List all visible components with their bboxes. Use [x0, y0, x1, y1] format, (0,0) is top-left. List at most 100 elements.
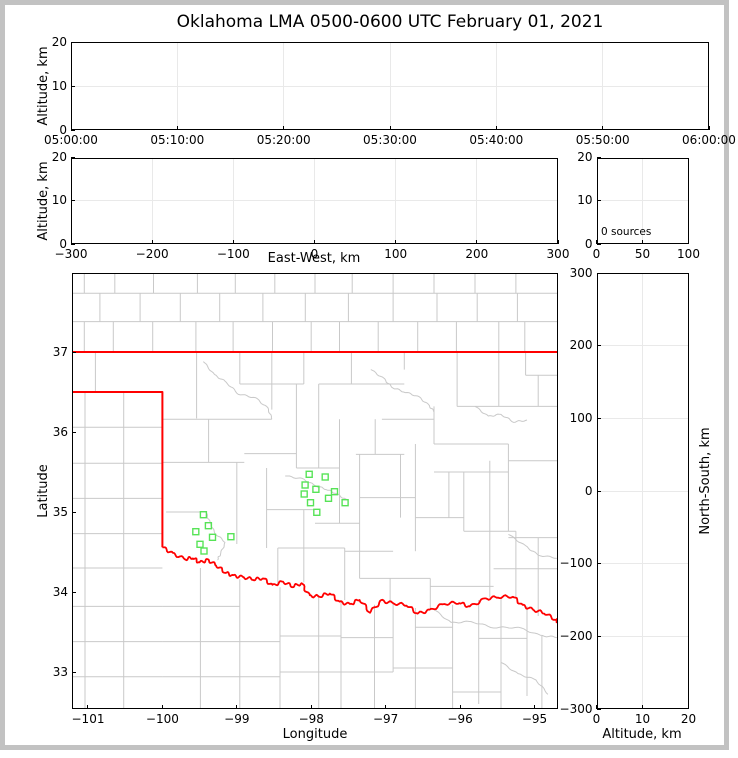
y-tick-label: 34 — [52, 584, 68, 599]
x-tick-label: 300 — [546, 247, 570, 261]
x-tick — [476, 240, 478, 244]
lma-source-marker — [324, 494, 333, 503]
x-tick — [602, 126, 604, 130]
y-tick — [72, 671, 76, 673]
lma-source-marker — [306, 498, 315, 507]
x-tick-label: 05:20:00 — [256, 133, 311, 147]
panel-plan-view — [72, 273, 558, 709]
x-tick — [596, 240, 597, 244]
x-tick-label: −101 — [71, 712, 105, 726]
y-tick — [596, 563, 601, 565]
x-tick — [283, 126, 285, 130]
red-river-state-border — [162, 546, 558, 624]
y-gridline — [71, 200, 558, 202]
northsouth-panel-xlabel: Altitude, km — [602, 727, 682, 742]
y-tick — [596, 490, 601, 492]
x-tick — [176, 126, 178, 130]
y-tick — [596, 708, 601, 710]
x-tick — [151, 240, 153, 244]
x-tick — [557, 240, 559, 244]
lma-source-marker — [196, 540, 204, 548]
y-gridline — [596, 417, 689, 419]
x-tick — [533, 705, 535, 709]
x-tick-label: 05:40:00 — [469, 133, 524, 147]
y-tick-label: 20 — [577, 150, 593, 164]
county-river-border — [205, 511, 226, 561]
lma-source-marker — [204, 521, 213, 530]
x-tick — [688, 240, 689, 244]
panel-alt-vs-time — [71, 42, 709, 130]
x-tick-label: 100 — [677, 247, 700, 261]
y-tick — [596, 635, 601, 637]
x-tick — [708, 126, 710, 130]
y-gridline — [596, 563, 689, 565]
oklahoma-state-border — [72, 391, 164, 548]
lma-source-marker — [200, 547, 208, 555]
x-tick-label: −95 — [521, 712, 548, 726]
y-tick — [596, 243, 601, 245]
y-tick — [71, 41, 75, 43]
lma-source-marker — [341, 498, 349, 507]
y-tick — [71, 157, 75, 158]
lma-source-marker — [227, 533, 235, 541]
y-tick-label: 0 — [584, 483, 593, 498]
plot-title: Oklahoma LMA 0500-0600 UTC February 01, … — [176, 12, 604, 32]
x-tick-label: −98 — [298, 712, 324, 726]
y-tick — [71, 243, 75, 245]
lma-source-marker — [208, 533, 217, 541]
x-tick-label: 50 — [634, 247, 651, 261]
y-tick — [71, 85, 75, 87]
y-tick-label: 36 — [52, 424, 68, 439]
y-tick-label: −100 — [559, 556, 593, 571]
x-tick-label: 05:30:00 — [363, 133, 417, 147]
x-tick-label: −300 — [54, 247, 88, 261]
eastwest-panel-xlabel: East-West, km — [267, 251, 361, 266]
x-tick — [389, 126, 391, 130]
x-tick — [314, 240, 315, 244]
lma-source-marker — [330, 487, 339, 496]
x-tick-label: 05:00:00 — [44, 133, 98, 147]
panel-alt-vs-northsouth — [596, 273, 689, 709]
map-ylabel: Latitude — [36, 464, 51, 518]
y-gridline — [596, 345, 689, 347]
y-tick — [596, 200, 601, 202]
y-gridline — [71, 85, 709, 87]
y-tick-label: 0 — [59, 236, 67, 251]
y-tick-label: 100 — [569, 410, 593, 425]
x-tick-label: 05:10:00 — [150, 133, 205, 147]
x-tick-label: 20 — [680, 712, 697, 726]
county-river-border — [370, 369, 435, 413]
x-tick — [642, 705, 643, 709]
y-tick — [72, 431, 76, 433]
y-tick — [596, 345, 601, 347]
lma-source-marker — [305, 470, 313, 479]
county-river-border — [202, 361, 273, 420]
x-tick — [236, 705, 238, 709]
y-tick-label: 10 — [577, 193, 593, 208]
oklahoma-map-canvas — [72, 273, 558, 709]
y-tick-label: 20 — [51, 34, 67, 49]
x-tick-label: 06:00:00 — [682, 133, 736, 147]
y-tick — [71, 200, 75, 202]
lma-source-marker — [300, 490, 308, 498]
y-tick-label: 37 — [52, 344, 68, 359]
lma-source-marker — [199, 510, 208, 519]
map-xlabel: Longitude — [282, 727, 348, 742]
county-river-border — [433, 609, 557, 639]
y-tick-label: 300 — [569, 265, 593, 280]
lma-source-marker — [192, 527, 200, 536]
x-tick-label: 200 — [465, 247, 489, 261]
y-tick-label: 10 — [51, 193, 67, 208]
sources-count-label: 0 sources — [601, 226, 652, 238]
y-gridline — [596, 200, 689, 202]
county-river-border — [508, 533, 557, 559]
x-tick — [642, 240, 643, 244]
y-tick — [72, 511, 76, 513]
y-tick-label: 20 — [51, 150, 67, 164]
x-tick — [232, 240, 234, 244]
y-tick-label: −300 — [559, 701, 593, 716]
northsouth-panel-ylabel: North-South, km — [698, 427, 713, 535]
y-tick — [596, 157, 601, 158]
x-tick-label: −100 — [145, 712, 179, 726]
